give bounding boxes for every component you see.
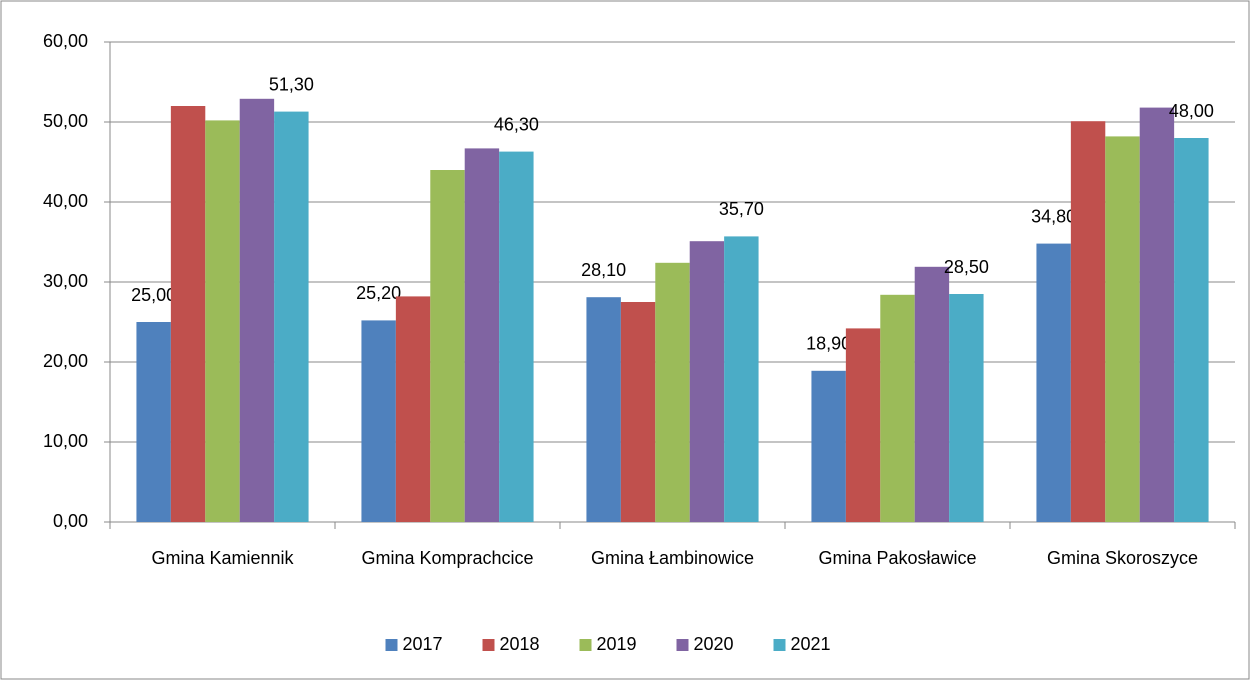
bar [205, 120, 240, 523]
legend-label: 2017 [403, 634, 443, 654]
bar [239, 98, 275, 523]
x-tick-label: Gmina Skoroszyce [1046, 548, 1199, 568]
bar [620, 302, 656, 522]
x-tick-label: Gmina Komprachcice [361, 548, 534, 568]
bar [914, 266, 950, 522]
legend-label: 2021 [791, 634, 831, 654]
data-label: 28,50 [944, 257, 989, 277]
legend-label: 2020 [694, 634, 734, 654]
bar [1174, 138, 1209, 522]
data-label: 18,90 [806, 334, 851, 354]
bar [170, 106, 206, 522]
legend-swatch [385, 639, 398, 651]
y-tick-label: 10,00 [43, 431, 88, 451]
y-tick-label: 0,00 [53, 511, 88, 531]
bar [845, 328, 881, 522]
bar [586, 297, 621, 522]
legend-swatch [482, 639, 495, 651]
y-tick-label: 40,00 [43, 191, 88, 211]
legend-swatch [676, 639, 689, 651]
bar [395, 296, 431, 522]
data-label: 34,80 [1031, 206, 1076, 226]
bar [949, 294, 984, 522]
bar [689, 241, 725, 522]
bar [724, 236, 759, 522]
legend-label: 2018 [500, 634, 540, 654]
y-tick-label: 50,00 [43, 111, 88, 131]
y-tick-label: 60,00 [43, 31, 88, 51]
bar [499, 151, 534, 522]
bar [1070, 121, 1106, 522]
y-tick-label: 30,00 [43, 271, 88, 291]
bar [464, 148, 500, 522]
legend-label: 2019 [597, 634, 637, 654]
x-tick-label: Gmina Łambinowice [590, 548, 755, 568]
bar [1139, 107, 1175, 522]
x-tick-label: Gmina Pakosławice [818, 548, 977, 568]
data-label: 46,30 [494, 114, 539, 134]
data-label: 25,20 [356, 283, 401, 303]
legend-swatch [773, 639, 786, 651]
data-label: 35,70 [719, 199, 764, 219]
legend-swatch [579, 639, 592, 651]
bar [136, 322, 171, 522]
x-tick-label: Gmina Kamiennik [151, 548, 294, 568]
bar [655, 262, 690, 522]
bar [274, 111, 309, 522]
bar [361, 320, 396, 522]
bar [880, 294, 915, 522]
data-label: 25,00 [131, 285, 176, 305]
y-tick-label: 20,00 [43, 351, 88, 371]
bar [811, 370, 846, 522]
bar [1036, 243, 1071, 522]
data-label: 28,10 [581, 260, 626, 280]
bar [430, 170, 465, 522]
data-label: 51,30 [269, 74, 314, 94]
data-label: 48,00 [1169, 101, 1214, 121]
bar [1105, 136, 1140, 522]
